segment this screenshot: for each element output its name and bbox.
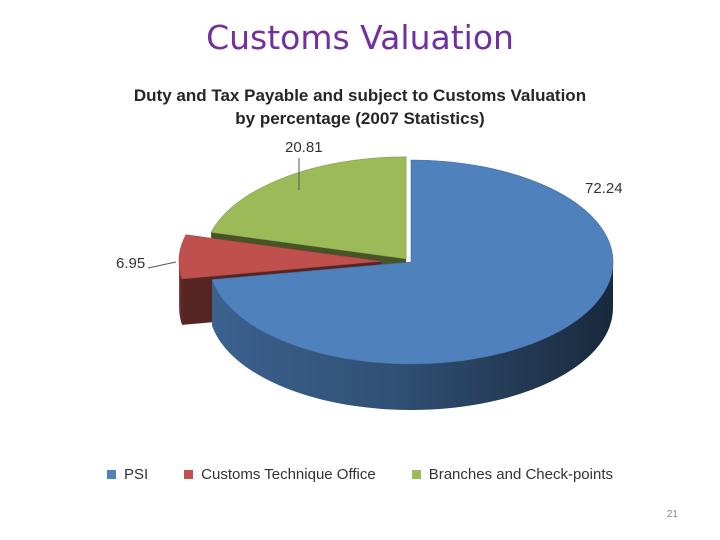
pie-slice-top-psi bbox=[211, 159, 614, 365]
data-label-psi: 72.24 bbox=[585, 180, 623, 197]
pie-slice-psi bbox=[211, 159, 614, 410]
legend-swatch-customs-technique-office bbox=[184, 470, 194, 479]
legend-item-branches-and-check-points: Branches and Check-points bbox=[411, 466, 613, 483]
chart-title-line-2: by percentage (2007 Statistics) bbox=[235, 109, 485, 128]
chart-title: Duty and Tax Payable and subject to Cust… bbox=[90, 84, 630, 130]
pie-slice-side-psi-0 bbox=[212, 262, 613, 410]
legend-item-psi: PSI bbox=[106, 466, 149, 483]
legend-swatch-psi bbox=[106, 470, 116, 479]
page-number: 21 bbox=[666, 509, 678, 520]
data-label-customs-technique-office: 6.95 bbox=[116, 255, 145, 272]
legend-item-customs-technique-office: Customs Technique Office bbox=[184, 466, 376, 483]
data-label-leader-customs-technique-office bbox=[147, 261, 177, 269]
legend-swatch-branches-and-check-points bbox=[411, 470, 421, 479]
chart-legend: PSI Customs Technique Office Branches an… bbox=[0, 466, 720, 483]
legend-label-customs-technique-office: Customs Technique Office bbox=[201, 466, 376, 483]
chart-title-line-1: Duty and Tax Payable and subject to Cust… bbox=[133, 86, 587, 105]
slide-title: Customs Valuation bbox=[206, 18, 514, 57]
legend-label-branches-and-check-points: Branches and Check-points bbox=[428, 466, 613, 483]
pie-slice-top-customs-technique-office bbox=[178, 234, 382, 280]
legend-label-psi: PSI bbox=[123, 466, 149, 483]
pie-slice-top-branches-and-check-points bbox=[210, 156, 407, 260]
data-label-branches-and-check-points: 20.81 bbox=[285, 139, 323, 156]
